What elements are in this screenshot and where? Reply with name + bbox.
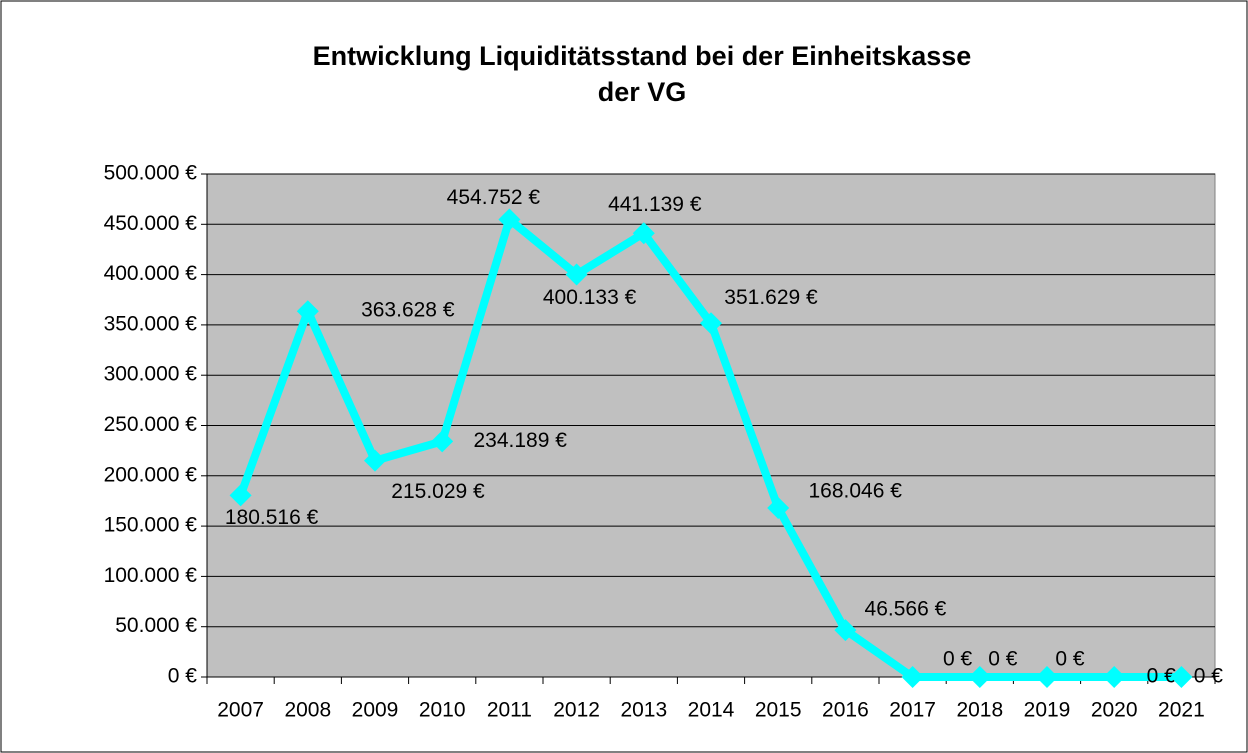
y-tick-label: 350.000 €	[104, 312, 198, 335]
y-tick-label: 400.000 €	[104, 262, 198, 285]
data-point	[767, 496, 790, 519]
data-point	[968, 666, 991, 688]
x-tick-label: 2019	[1024, 699, 1071, 722]
data-point	[498, 208, 521, 231]
chart-title: der VG	[598, 77, 687, 107]
x-tick-label: 2018	[956, 699, 1003, 722]
x-tick-label: 2014	[688, 699, 735, 722]
data-point	[364, 449, 386, 472]
data-point	[901, 666, 924, 688]
data-point	[296, 300, 319, 323]
x-tick-label: 2007	[217, 699, 264, 722]
data-label: 180.516 €	[225, 506, 319, 529]
data-point	[834, 619, 857, 642]
data-point	[431, 430, 454, 453]
x-tick-label: 2020	[1091, 699, 1138, 722]
data-label: 441.139 €	[608, 193, 702, 216]
data-point	[1170, 666, 1193, 688]
data-label: 454.752 €	[447, 186, 541, 209]
data-label: 0 €	[1055, 648, 1085, 671]
data-label: 0 €	[1147, 665, 1177, 688]
y-tick-label: 100.000 €	[104, 564, 198, 587]
y-tick-label: 300.000 €	[104, 363, 198, 386]
x-tick-label: 2009	[352, 699, 399, 722]
data-point	[565, 263, 588, 286]
x-tick-label: 2013	[620, 699, 667, 722]
data-label: 46.566 €	[865, 598, 947, 621]
data-label: 351.629 €	[724, 286, 818, 309]
x-tick-label: 2011	[487, 699, 532, 722]
data-label: 215.029 €	[391, 480, 485, 503]
y-tick-label: 0 €	[168, 665, 198, 688]
data-point	[632, 222, 655, 245]
chart-title: Entwicklung Liquiditätsstand bei der Ein…	[313, 41, 972, 71]
x-tick-label: 2015	[755, 699, 802, 722]
data-point	[1036, 666, 1058, 688]
x-tick-label: 2010	[419, 699, 466, 722]
data-label: 0 €	[1194, 665, 1224, 688]
data-label: 0 €	[943, 648, 973, 671]
y-tick-label: 500.000 €	[104, 162, 198, 185]
x-tick-label: 2017	[889, 699, 936, 722]
x-tick-label: 2012	[553, 699, 600, 722]
y-tick-label: 50.000 €	[115, 614, 197, 637]
data-label: 0 €	[988, 648, 1018, 671]
data-point	[229, 484, 252, 507]
data-label: 234.189 €	[473, 429, 567, 452]
y-tick-label: 150.000 €	[104, 514, 198, 537]
x-tick-label: 2016	[822, 699, 869, 722]
y-tick-label: 450.000 €	[104, 212, 198, 235]
data-label: 400.133 €	[543, 286, 637, 309]
x-tick-label: 2021	[1158, 699, 1205, 722]
data-label: 168.046 €	[808, 479, 902, 502]
data-label: 363.628 €	[361, 299, 455, 322]
y-tick-label: 250.000 €	[104, 413, 198, 436]
data-point	[1103, 666, 1126, 688]
x-tick-label: 2008	[284, 699, 331, 722]
y-tick-label: 200.000 €	[104, 463, 198, 486]
data-point	[700, 312, 722, 335]
